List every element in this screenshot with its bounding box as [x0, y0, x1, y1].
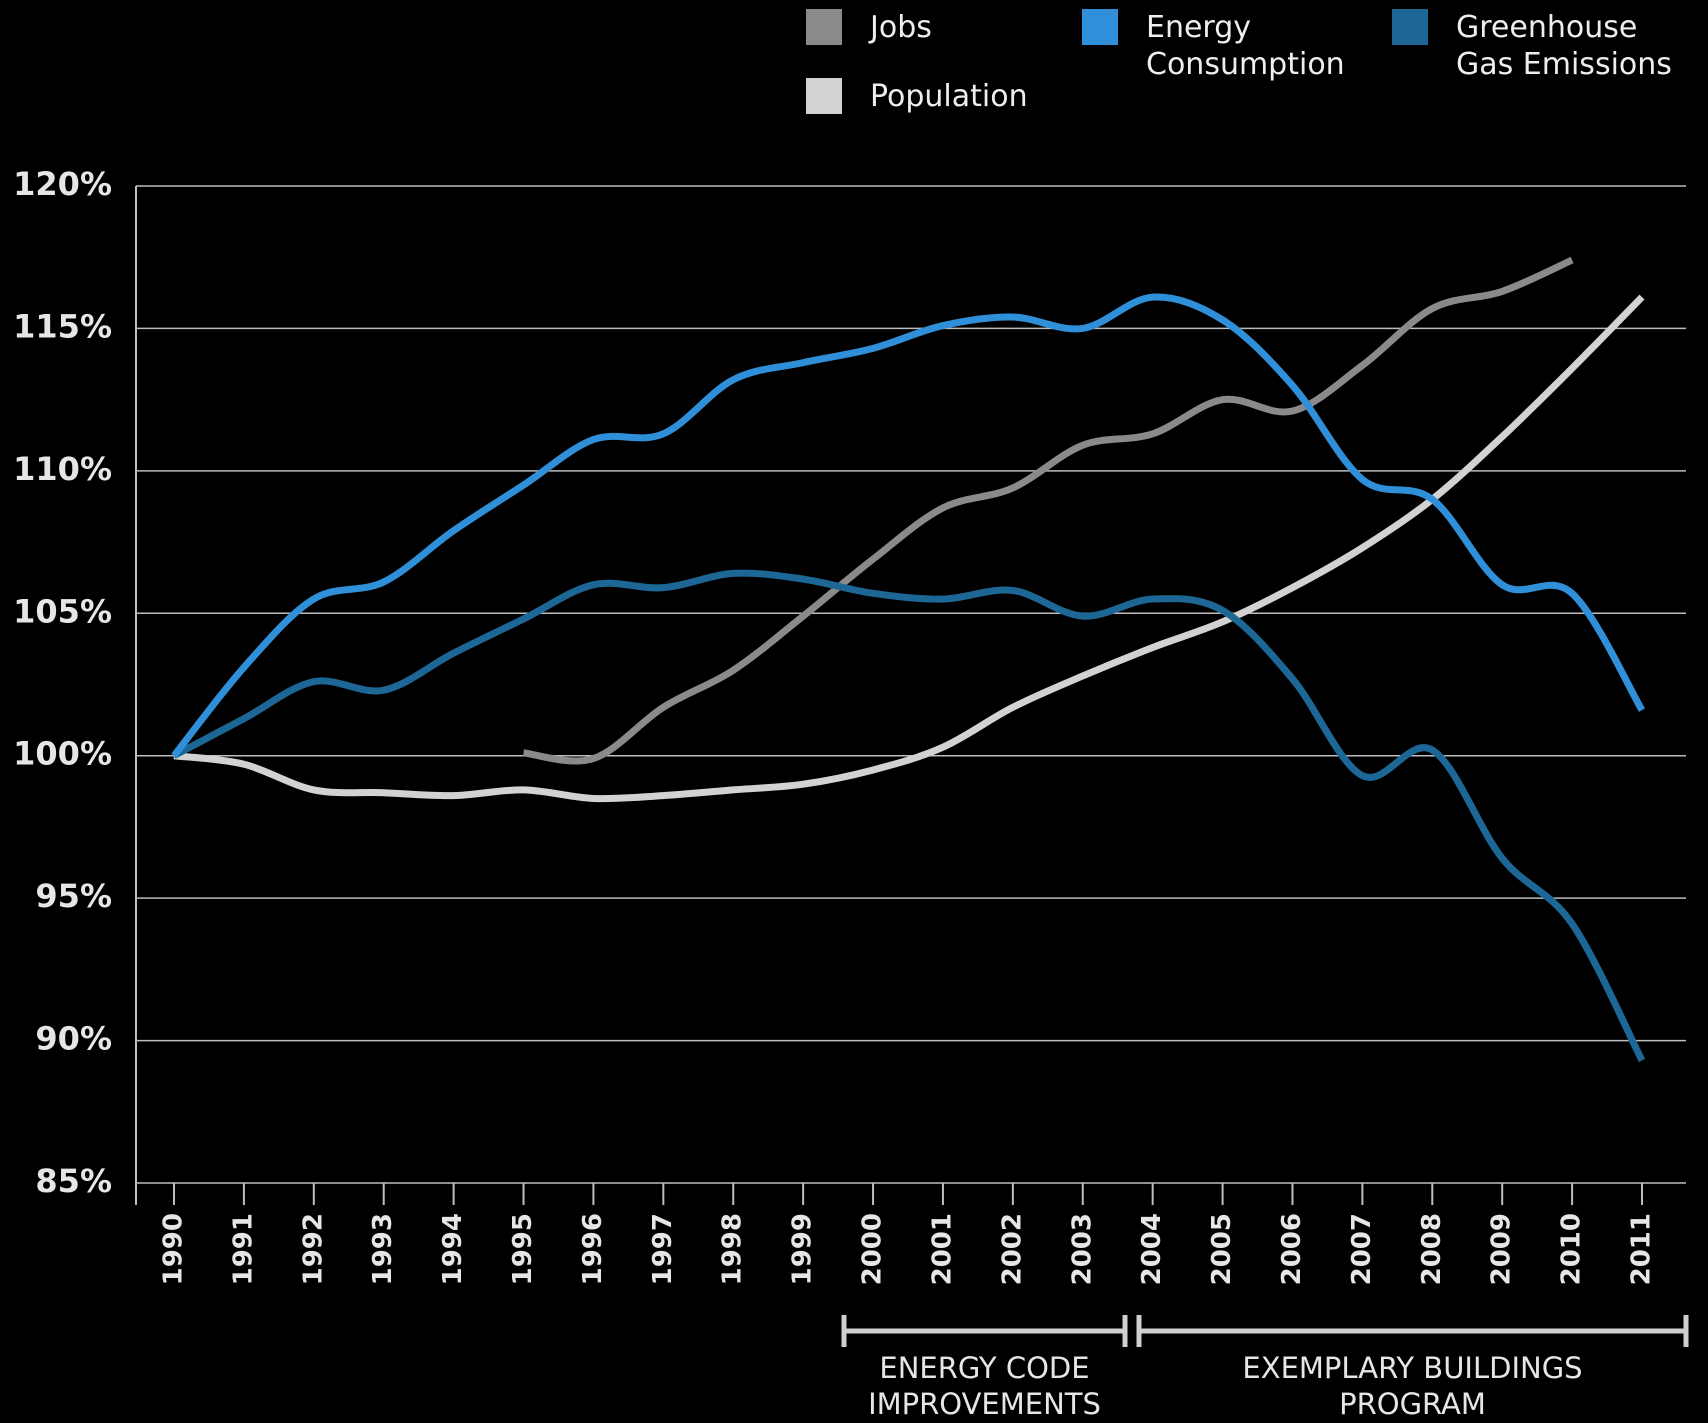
x-tick-label: 1992 [298, 1213, 328, 1285]
y-tick-label: 115% [13, 307, 112, 345]
legend-item: Energy Consumption [1082, 9, 1376, 83]
x-tick-label: 2000 [858, 1213, 888, 1285]
legend-label: Jobs [870, 10, 932, 45]
x-tick-label: 2004 [1137, 1213, 1167, 1285]
legend-item: Jobs [806, 9, 1070, 46]
legend-item: Population [806, 78, 1070, 115]
x-tick-label: 1995 [508, 1213, 538, 1285]
legend-label: Population [870, 79, 1028, 114]
x-tick-label: 2002 [997, 1213, 1027, 1285]
x-tick-label: 2009 [1487, 1213, 1517, 1285]
x-tick-label: 2007 [1347, 1213, 1377, 1285]
x-tick-label: 2008 [1417, 1213, 1447, 1285]
series-line [173, 294, 1645, 803]
legend-swatch [1392, 9, 1428, 45]
x-tick-label: 1994 [438, 1213, 468, 1285]
annotation: ENERGY CODE [879, 1351, 1089, 1385]
y-tick-label: 100% [13, 735, 112, 773]
y-tick-label: 95% [35, 877, 112, 915]
x-tick-label: 2006 [1277, 1213, 1307, 1285]
y-tick-label: 110% [13, 450, 112, 488]
x-tick-label: 1993 [368, 1213, 398, 1285]
series-line [171, 293, 1646, 758]
series-line [523, 256, 1574, 765]
legend-item: Greenhouse Gas Emissions [1392, 9, 1696, 83]
legend-swatch [806, 78, 842, 114]
series-line [172, 569, 1646, 1063]
y-tick-label: 90% [35, 1020, 112, 1058]
legend-swatch [806, 9, 842, 45]
x-tick-label: 2001 [927, 1213, 957, 1285]
legend-label: Energy Consumption [1146, 10, 1345, 82]
x-tick-label: 2005 [1207, 1213, 1237, 1285]
x-tick-label: 1998 [718, 1213, 748, 1285]
x-tick-label: 1990 [159, 1213, 189, 1285]
x-tick-label: 2003 [1067, 1213, 1097, 1285]
x-tick-label: 1997 [648, 1213, 678, 1285]
annotation: PROGRAM [1339, 1387, 1486, 1421]
legend-label: Greenhouse Gas Emissions [1456, 10, 1672, 82]
legend-swatch [1082, 9, 1118, 45]
annotation: IMPROVEMENTS [868, 1387, 1101, 1421]
x-tick-label: 1991 [228, 1213, 258, 1285]
y-tick-label: 120% [13, 165, 112, 203]
annotation: EXEMPLARY BUILDINGS [1242, 1351, 1582, 1385]
y-tick-label: 85% [35, 1162, 112, 1200]
y-tick-label: 105% [13, 592, 112, 630]
x-tick-label: 2011 [1627, 1213, 1657, 1285]
x-tick-label: 2010 [1557, 1213, 1587, 1285]
x-tick-label: 1999 [788, 1213, 818, 1285]
x-tick-label: 1996 [578, 1213, 608, 1285]
